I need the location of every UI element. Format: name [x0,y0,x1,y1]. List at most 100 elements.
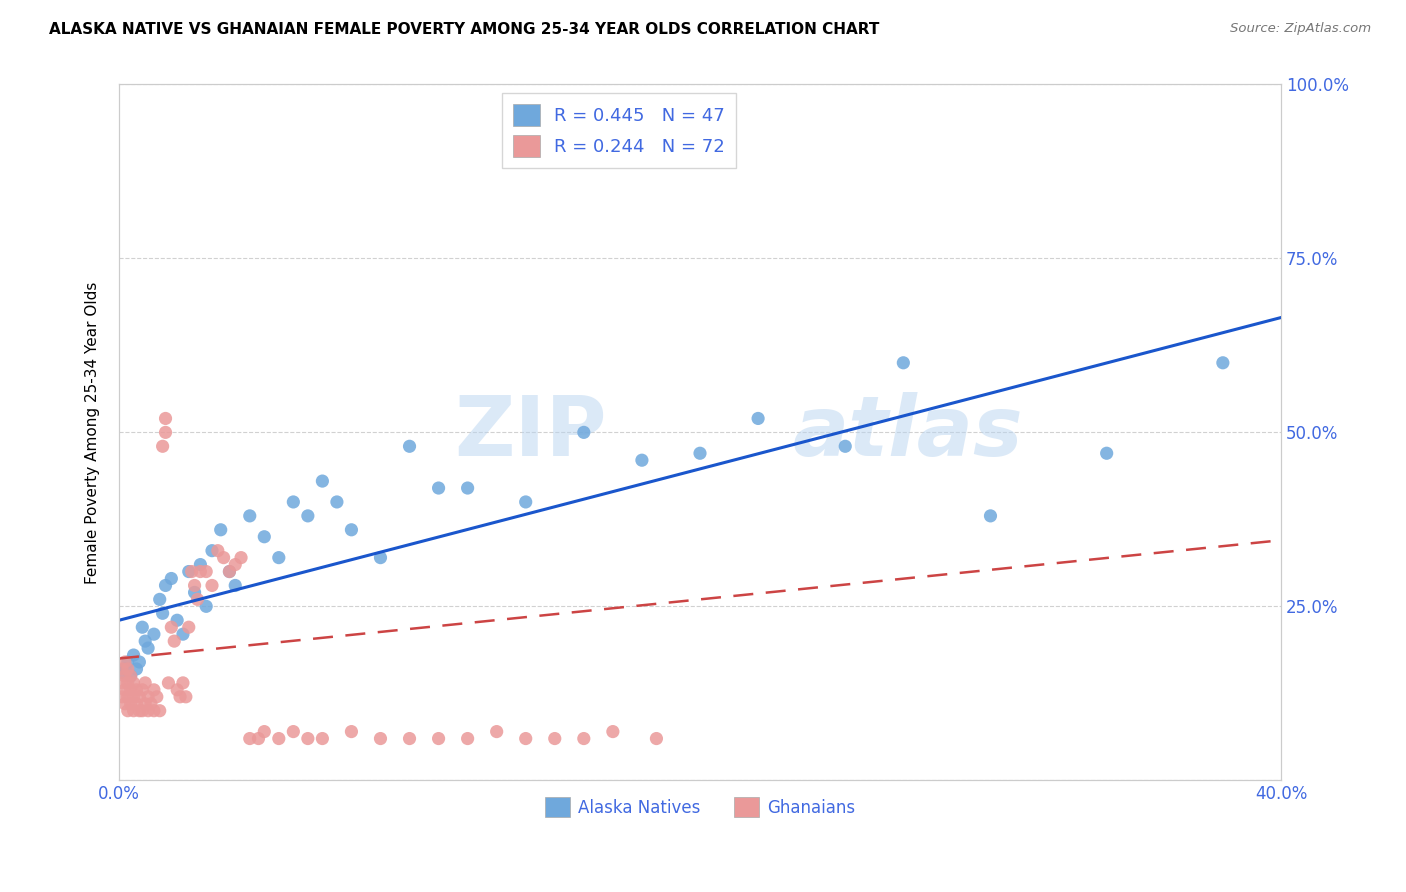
Point [111,665,134,680]
Point [152,439,174,453]
Point [457,731,479,746]
Point [239,508,262,523]
Point [515,731,537,746]
Y-axis label: Female Poverty Among 25-34 Year Olds: Female Poverty Among 25-34 Year Olds [86,281,100,583]
Point [195,599,218,614]
Point [131,704,153,718]
Point [131,620,153,634]
Point [155,578,177,592]
Point [645,731,668,746]
Point [136,704,159,718]
Point [117,662,139,676]
Point [326,495,349,509]
Text: Source: ZipAtlas.com: Source: ZipAtlas.com [1230,22,1371,36]
Point [160,620,183,634]
Point [370,731,392,746]
Point [544,731,567,746]
Point [891,356,914,370]
Point [572,425,595,440]
Point [177,620,200,634]
Point [122,690,145,704]
Point [283,724,305,739]
Point [172,627,194,641]
Point [515,495,537,509]
Point [398,731,420,746]
Point [125,682,148,697]
Point [114,669,136,683]
Point [239,731,262,746]
Point [485,724,508,739]
Point [253,724,276,739]
Point [689,446,711,460]
Point [174,690,197,704]
Point [122,648,145,662]
Point [136,690,159,704]
Point [340,523,363,537]
Point [114,682,136,697]
Point [631,453,654,467]
Point [134,676,156,690]
Point [186,592,208,607]
Point [602,724,624,739]
Point [122,676,145,690]
Point [311,474,333,488]
Point [128,690,150,704]
Point [139,697,162,711]
Point [834,439,856,453]
Point [427,731,450,746]
Point [190,558,212,572]
Point [207,543,229,558]
Point [157,676,180,690]
Point [747,411,769,425]
Point [267,550,290,565]
Point [111,690,134,704]
Point [190,565,212,579]
Point [229,550,252,565]
Point [114,697,136,711]
Point [183,585,205,599]
Point [224,558,246,572]
Point [172,676,194,690]
Point [125,662,148,676]
Point [149,704,172,718]
Text: atlas: atlas [793,392,1024,473]
Point [142,682,165,697]
Point [142,627,165,641]
Point [201,543,224,558]
Point [146,690,169,704]
Point [131,682,153,697]
Point [297,731,319,746]
Point [169,690,191,704]
Point [457,481,479,495]
Point [114,662,136,676]
Point [212,550,235,565]
Point [111,676,134,690]
Point [297,508,319,523]
Text: ALASKA NATIVE VS GHANAIAN FEMALE POVERTY AMONG 25-34 YEAR OLDS CORRELATION CHART: ALASKA NATIVE VS GHANAIAN FEMALE POVERTY… [49,22,880,37]
Point [111,662,134,676]
Point [311,731,333,746]
Point [149,592,172,607]
Point [142,704,165,718]
Text: ZIP: ZIP [454,392,607,473]
Point [163,634,186,648]
Point [117,676,139,690]
Point [218,565,240,579]
Point [267,731,290,746]
Point [160,572,183,586]
Point [209,523,232,537]
Point [283,495,305,509]
Point [370,550,392,565]
Point [122,704,145,718]
Point [128,655,150,669]
Point [120,669,142,683]
Point [155,425,177,440]
Point [253,530,276,544]
Point [979,508,1001,523]
Point [120,669,142,683]
Point [218,565,240,579]
Point [117,704,139,718]
Point [195,565,218,579]
Point [1095,446,1118,460]
Point [120,697,142,711]
